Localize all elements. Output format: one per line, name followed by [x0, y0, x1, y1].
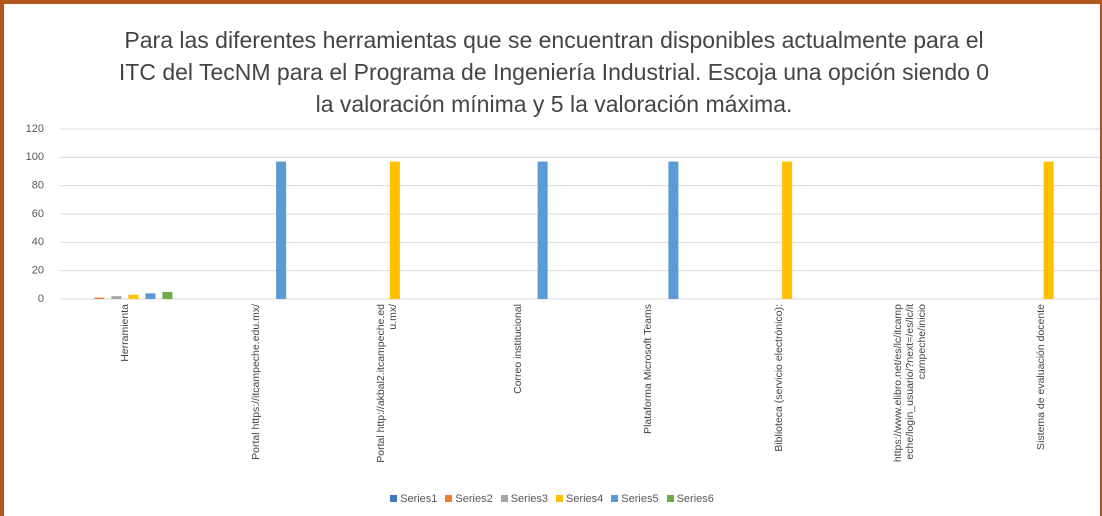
x-tick-label: Herramienta: [119, 304, 132, 362]
x-tick-label: Portal https://itcampeche.edu.mx/: [250, 304, 263, 460]
legend-label: Series2: [455, 493, 493, 505]
bar: [162, 291, 173, 299]
y-tick-label: 80: [32, 180, 44, 192]
bar: [94, 297, 105, 299]
bar: [145, 293, 156, 299]
legend-item: Series1: [390, 493, 437, 505]
bar: [1043, 161, 1054, 299]
x-tick-label: Plataforma Microsoft Teams: [642, 304, 655, 434]
y-tick-label: 120: [26, 123, 44, 135]
y-tick-label: 40: [32, 236, 44, 248]
legend-swatch: [500, 495, 508, 502]
legend-item: Series3: [500, 493, 548, 505]
chart: 0 20 40 60 80 100 120: [26, 123, 1100, 305]
y-tick-label: 20: [32, 265, 44, 277]
chart-title: Para las diferentes herramientas que se …: [118, 27, 990, 117]
x-tick-label: https://www.elibro.net/es/lc/itcampeche/…: [891, 304, 928, 463]
bar: [389, 161, 400, 299]
legend-swatch: [390, 495, 398, 502]
bar: [111, 296, 122, 299]
legend-item: Series5: [611, 493, 659, 505]
y-tick-label: 60: [32, 208, 44, 220]
legend-item: Series6: [666, 493, 714, 505]
legend-swatch: [556, 495, 563, 502]
legend-label: Series3: [510, 493, 548, 505]
bar: [128, 294, 139, 299]
x-tick-label: Portal http://akbal2.itcampeche.edu.mx/: [374, 304, 399, 463]
legend-item: Series4: [556, 493, 603, 505]
legend-swatch: [666, 495, 674, 502]
legend-swatch: [445, 495, 453, 502]
bar: [782, 161, 793, 299]
x-tick-label: Correo institucional: [511, 304, 524, 394]
legend-item: Series2: [445, 493, 493, 505]
legend-swatch: [611, 495, 619, 502]
legend-label: Series5: [621, 493, 659, 505]
bar: [276, 161, 287, 299]
y-tick-label: 0: [38, 293, 44, 305]
x-tick-label: Biblioteca (servicio electrónico):: [773, 304, 786, 452]
legend-label: Series6: [676, 493, 714, 505]
legend: Series1 Series2 Series3 Series4 Series5 Serie…: [4, 493, 1100, 505]
y-tick-label: 100: [26, 151, 44, 163]
bar: [668, 161, 679, 299]
legend-label: Series1: [400, 493, 438, 505]
x-tick-label: Sistema de evaluación docente: [1034, 304, 1047, 450]
bar: [537, 161, 548, 299]
legend-label: Series4: [566, 493, 604, 505]
